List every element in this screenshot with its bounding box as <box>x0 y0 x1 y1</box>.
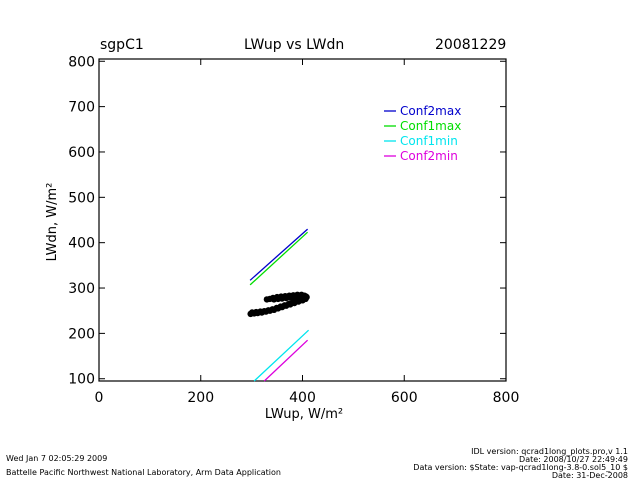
series-line-conf2max <box>249 228 309 281</box>
legend-label-conf1max: Conf1max <box>400 119 461 133</box>
x-tick-label: 0 <box>95 390 104 406</box>
y-tick-label: 400 <box>68 236 95 252</box>
y-tick-label: 700 <box>68 100 95 116</box>
y-tick-label: 800 <box>68 54 95 70</box>
x-tick-label: 600 <box>391 390 418 406</box>
idl-version: IDL version: qcrad1long_plots.pro,v 1.1 <box>471 447 628 456</box>
chart-title: LWup vs LWdn <box>244 37 345 53</box>
institution: Battelle Pacific Northwest National Labo… <box>6 468 281 477</box>
series-line-conf1max <box>249 231 309 286</box>
site-label: sgpC1 <box>100 37 144 53</box>
data-date: Date: 31-Dec-2008 <box>551 471 628 480</box>
y-axis-label: LWdn, W/m² <box>45 183 60 262</box>
x-tick-label: 400 <box>289 390 316 406</box>
series-line-conf2min <box>263 339 309 382</box>
date-label: 20081229 <box>435 37 507 53</box>
run-date: Wed Jan 7 02:05:29 2009 <box>6 454 108 463</box>
data-version: Data version: $State: vap-qcrad1long-3.8… <box>413 463 628 472</box>
series-line-conf1min <box>253 329 310 382</box>
x-tick-label: 800 <box>493 390 520 406</box>
y-tick-label: 100 <box>68 372 95 388</box>
idl-date: Date: 2008/10/27 22:49:49 <box>519 455 628 464</box>
legend-label-conf2max: Conf2max <box>400 104 461 118</box>
y-tick-label: 200 <box>68 326 95 342</box>
data-point <box>263 296 271 303</box>
legend-label-conf1min: Conf1min <box>400 134 458 148</box>
y-tick-label: 500 <box>68 190 95 206</box>
y-tick-label: 300 <box>68 281 95 297</box>
y-tick-label: 600 <box>68 145 95 161</box>
legend-label-conf2min: Conf2min <box>400 149 458 163</box>
x-axis-label: LWup, W/m² <box>265 407 343 422</box>
data-point <box>270 296 278 303</box>
x-tick-label: 200 <box>187 390 214 406</box>
